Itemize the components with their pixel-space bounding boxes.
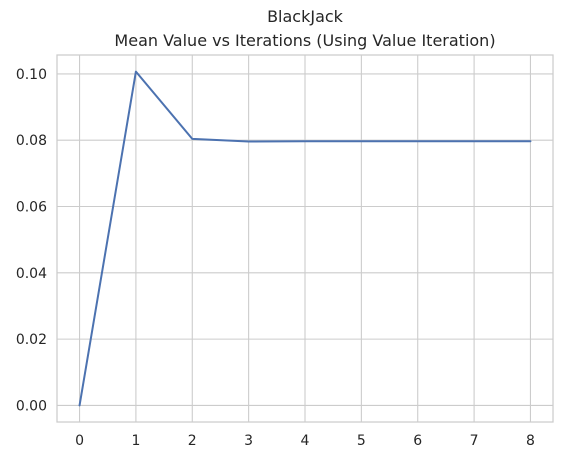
x-axis-ticks: 0 1 2 3 4 5 6 7 8	[75, 433, 535, 449]
plot-frame	[56, 54, 554, 423]
series-layer	[78, 70, 532, 407]
x-tick-label: 5	[357, 433, 366, 449]
x-tick-label: 0	[75, 433, 84, 449]
y-tick-label: 0.06	[16, 200, 47, 216]
x-tick-label: 8	[526, 433, 535, 449]
grid	[57, 55, 553, 422]
x-tick-label: 6	[413, 433, 422, 449]
x-tick-label: 2	[188, 433, 197, 449]
chart-subtitle: Mean Value vs Iterations (Using Value It…	[114, 31, 495, 50]
y-tick-label: 0.08	[16, 133, 47, 149]
y-axis-ticks: 0.00 0.02 0.04 0.06 0.08 0.10	[16, 67, 47, 415]
y-tick-label: 0.00	[16, 398, 47, 414]
x-tick-label: 4	[301, 433, 310, 449]
y-tick-label: 0.04	[16, 266, 47, 282]
y-tick-label: 0.02	[16, 332, 47, 348]
x-tick-label: 1	[131, 433, 140, 449]
chart-title: BlackJack	[267, 7, 344, 26]
x-tick-label: 3	[244, 433, 253, 449]
x-tick-label: 7	[470, 433, 479, 449]
y-tick-label: 0.10	[16, 67, 47, 83]
series-line	[78, 70, 532, 407]
